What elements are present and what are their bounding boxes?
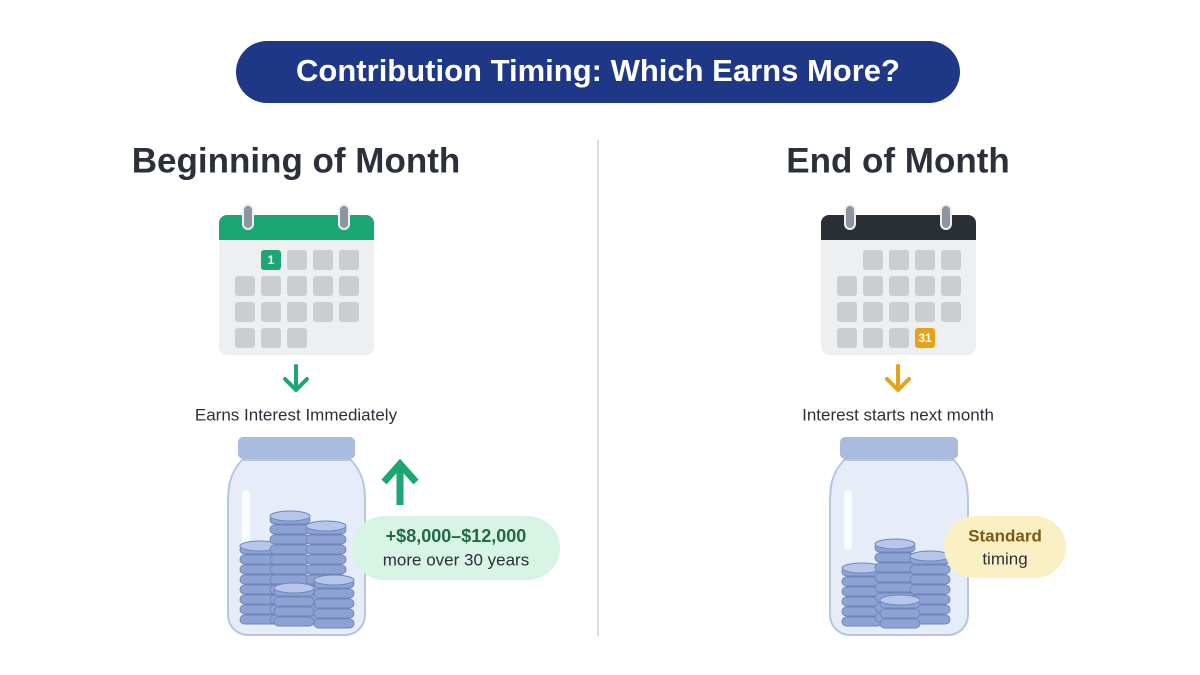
calendar-day	[287, 250, 307, 270]
arrow-down	[885, 364, 911, 392]
coin	[269, 534, 311, 545]
calendar-day	[287, 302, 307, 322]
coin	[879, 608, 921, 619]
coin	[879, 618, 921, 629]
coin	[909, 584, 951, 595]
calendar-day	[889, 276, 909, 296]
calendar-day	[313, 276, 333, 296]
coin	[874, 552, 916, 563]
coin	[269, 524, 311, 535]
coin	[874, 572, 916, 583]
coin-top	[874, 538, 916, 550]
calendar-day	[889, 250, 909, 270]
coin	[305, 544, 347, 555]
calendar-day	[837, 328, 857, 348]
coin	[305, 534, 347, 545]
title-pill	[236, 41, 960, 103]
calendar-day	[339, 302, 359, 322]
coin	[313, 618, 355, 629]
coin-top	[269, 510, 311, 522]
calendar-day-number: 1	[268, 253, 275, 267]
calendar-ring	[844, 204, 856, 230]
coin	[313, 608, 355, 619]
left-heading: Beginning of Month	[132, 141, 461, 180]
coin	[305, 554, 347, 565]
calendar-day	[261, 328, 281, 348]
jar-shine	[242, 490, 250, 550]
calendar-day	[915, 276, 935, 296]
left-badge-amount: +$8,000–$12,000	[386, 526, 527, 546]
calendar-day	[235, 328, 255, 348]
coin	[909, 574, 951, 585]
calendar-day	[915, 250, 935, 270]
coin-top	[313, 574, 355, 586]
calendar-day-number: 31	[918, 331, 932, 345]
calendar-day	[261, 302, 281, 322]
calendar-day	[941, 276, 961, 296]
right-caption: Interest starts next month	[802, 405, 994, 424]
left-caption: Earns Interest Immediately	[195, 405, 398, 424]
right-badge-note: timing	[982, 549, 1027, 568]
title: Contribution Timing: Which Earns More?	[296, 53, 900, 88]
calendar-day	[863, 276, 883, 296]
calendar-day	[313, 302, 333, 322]
jar-lid	[238, 437, 355, 459]
calendar-day	[287, 328, 307, 348]
arrow-down	[283, 364, 309, 392]
coin	[305, 564, 347, 575]
coin-top	[305, 520, 347, 532]
coin	[269, 564, 311, 575]
right-heading: End of Month	[786, 141, 1010, 180]
jar-lid	[840, 437, 958, 459]
coin	[313, 588, 355, 599]
calendar-day	[235, 302, 255, 322]
calendar-day	[261, 276, 281, 296]
calendar-day	[915, 302, 935, 322]
coin	[874, 562, 916, 573]
calendar-ring	[940, 204, 952, 230]
coin	[909, 564, 951, 575]
calendar-day-highlight	[261, 250, 281, 270]
left-badge-note: more over 30 years	[383, 550, 529, 569]
coin	[874, 582, 916, 593]
calendar-day	[889, 328, 909, 348]
calendar-day	[863, 302, 883, 322]
calendar-day	[941, 302, 961, 322]
calendar-day	[313, 250, 333, 270]
calendar-day	[863, 250, 883, 270]
coin	[269, 544, 311, 555]
arrow-up	[381, 458, 419, 505]
calendar-day	[339, 276, 359, 296]
coin	[313, 598, 355, 609]
calendar-day-highlight	[915, 328, 935, 348]
coin	[269, 554, 311, 565]
calendar-ring	[242, 204, 254, 230]
calendar-day	[235, 276, 255, 296]
calendar-day	[287, 276, 307, 296]
coin-top	[909, 550, 951, 562]
calendar-header	[821, 215, 976, 240]
coin	[273, 616, 315, 627]
coin	[273, 606, 315, 617]
right-badge-label: Standard	[968, 526, 1042, 545]
right-badge	[944, 516, 1066, 578]
calendar-day	[889, 302, 909, 322]
calendar-header	[219, 215, 374, 240]
coin	[273, 596, 315, 607]
left-badge	[352, 516, 560, 580]
calendar-day	[339, 250, 359, 270]
illustrations: 1 31	[219, 204, 976, 636]
calendar-ring	[338, 204, 350, 230]
coin-top	[273, 582, 315, 594]
calendar-day	[941, 250, 961, 270]
calendar-day	[837, 276, 857, 296]
jar-shine	[844, 490, 852, 550]
calendar-day	[863, 328, 883, 348]
coin-top	[879, 594, 921, 606]
calendar-day	[837, 302, 857, 322]
